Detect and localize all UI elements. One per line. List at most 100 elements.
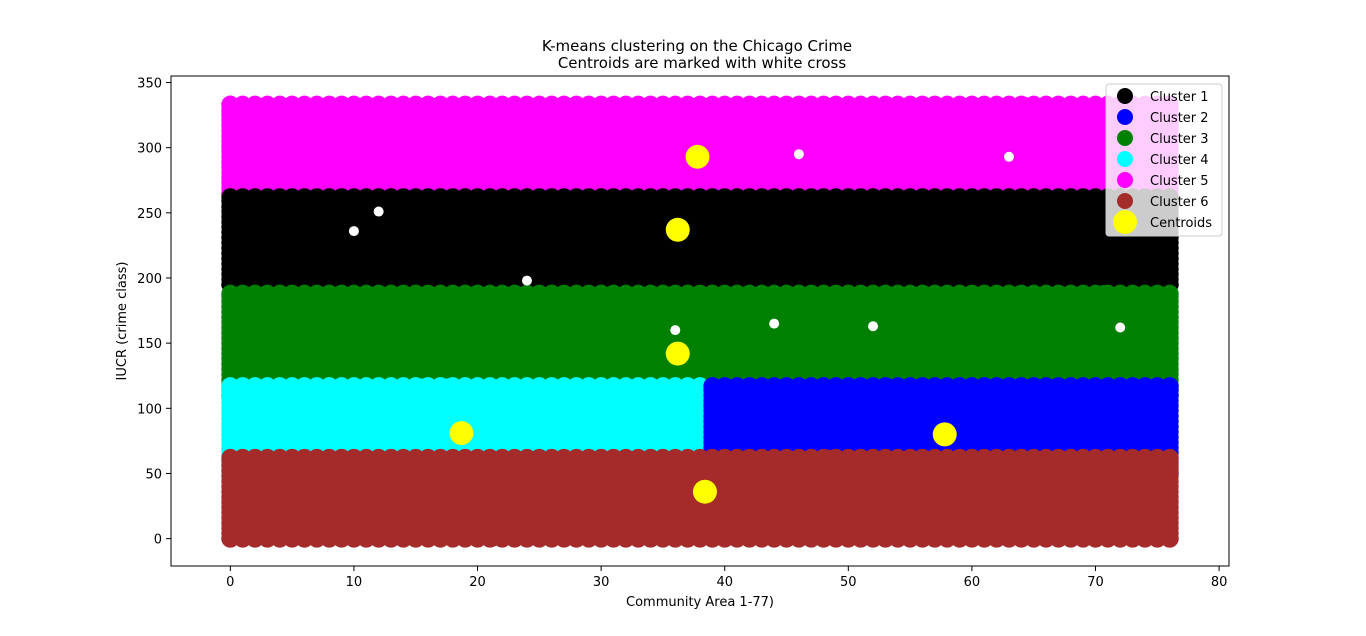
data-point xyxy=(1118,270,1137,289)
data-point xyxy=(715,529,734,548)
data-point xyxy=(364,157,383,176)
legend-marker xyxy=(1113,210,1137,234)
data-point xyxy=(250,290,269,309)
data-point xyxy=(629,188,648,207)
data-point xyxy=(530,284,549,303)
data-point xyxy=(879,121,898,140)
data-point xyxy=(703,188,722,207)
data-point xyxy=(650,131,669,150)
data-point xyxy=(728,529,747,548)
data-point xyxy=(864,95,883,114)
data-point xyxy=(1031,128,1050,147)
centroid-point xyxy=(665,341,690,366)
data-point xyxy=(307,188,326,207)
data-point xyxy=(369,448,388,467)
data-point xyxy=(740,188,759,207)
data-point xyxy=(772,153,791,172)
data-point xyxy=(1086,188,1105,207)
data-point xyxy=(543,198,562,217)
data-point xyxy=(902,146,921,165)
data-point xyxy=(1067,381,1086,400)
data-point xyxy=(469,507,488,526)
data-point xyxy=(295,355,314,374)
data-point xyxy=(950,448,969,467)
data-point xyxy=(357,529,376,548)
data-point xyxy=(493,188,512,207)
data-point xyxy=(812,478,831,497)
data-point xyxy=(1049,392,1068,411)
data-point xyxy=(432,431,451,450)
data-point xyxy=(481,318,500,337)
data-point xyxy=(1050,107,1069,126)
data-point xyxy=(565,353,584,372)
data-point xyxy=(481,333,500,352)
data-point xyxy=(295,399,314,418)
data-point xyxy=(394,188,413,207)
data-point xyxy=(986,488,1005,507)
data-point xyxy=(344,123,363,142)
data-point xyxy=(517,377,536,396)
data-point xyxy=(599,196,618,215)
data-point xyxy=(1015,218,1034,237)
data-point xyxy=(454,119,473,138)
data-point xyxy=(557,268,576,287)
data-point xyxy=(616,95,635,114)
data-point xyxy=(975,188,994,207)
data-point xyxy=(221,451,240,470)
data-point xyxy=(542,448,561,467)
data-point xyxy=(258,448,277,467)
data-point xyxy=(979,97,998,116)
data-point xyxy=(297,461,316,480)
data-point xyxy=(740,504,759,523)
sparse-gap xyxy=(373,206,384,217)
data-point xyxy=(827,172,846,191)
x-tick-label: 20 xyxy=(469,575,486,590)
data-point xyxy=(221,287,240,306)
data-point xyxy=(431,188,450,207)
data-point xyxy=(824,413,843,432)
data-point xyxy=(270,95,289,114)
data-point xyxy=(909,518,928,537)
data-point xyxy=(1008,352,1027,371)
data-point xyxy=(1032,261,1051,280)
data-point xyxy=(721,426,740,445)
data-point xyxy=(765,529,784,548)
data-point xyxy=(992,392,1011,411)
data-point xyxy=(975,448,994,467)
data-point xyxy=(901,284,920,303)
data-point xyxy=(728,284,747,303)
data-point xyxy=(389,503,408,522)
data-point xyxy=(247,428,266,447)
data-point xyxy=(436,473,455,492)
data-point xyxy=(922,471,941,490)
data-point xyxy=(974,302,993,321)
data-point xyxy=(270,448,289,467)
data-point xyxy=(609,156,628,175)
data-point xyxy=(1129,250,1148,269)
data-point xyxy=(796,501,815,520)
data-point xyxy=(975,260,994,279)
data-point xyxy=(797,394,816,413)
data-point xyxy=(459,198,478,217)
data-point xyxy=(1066,402,1085,421)
data-point xyxy=(900,227,919,246)
data-point xyxy=(382,377,401,396)
data-point xyxy=(851,448,870,467)
data-point xyxy=(1012,188,1031,207)
data-point xyxy=(1058,224,1077,243)
data-point xyxy=(1156,331,1175,350)
data-point xyxy=(369,188,388,207)
data-point xyxy=(548,148,567,167)
centroid-point xyxy=(932,422,957,447)
data-point xyxy=(493,476,512,495)
x-tick-label: 10 xyxy=(346,575,363,590)
data-point xyxy=(505,284,524,303)
data-point xyxy=(886,162,905,181)
data-point xyxy=(320,188,339,207)
data-point xyxy=(320,448,339,467)
sparse-gap xyxy=(769,318,780,329)
y-axis: 0 50 100 150 200 250 300 350 xyxy=(137,77,171,548)
data-point xyxy=(1135,390,1154,409)
data-point xyxy=(283,448,302,467)
data-point xyxy=(1049,163,1068,182)
